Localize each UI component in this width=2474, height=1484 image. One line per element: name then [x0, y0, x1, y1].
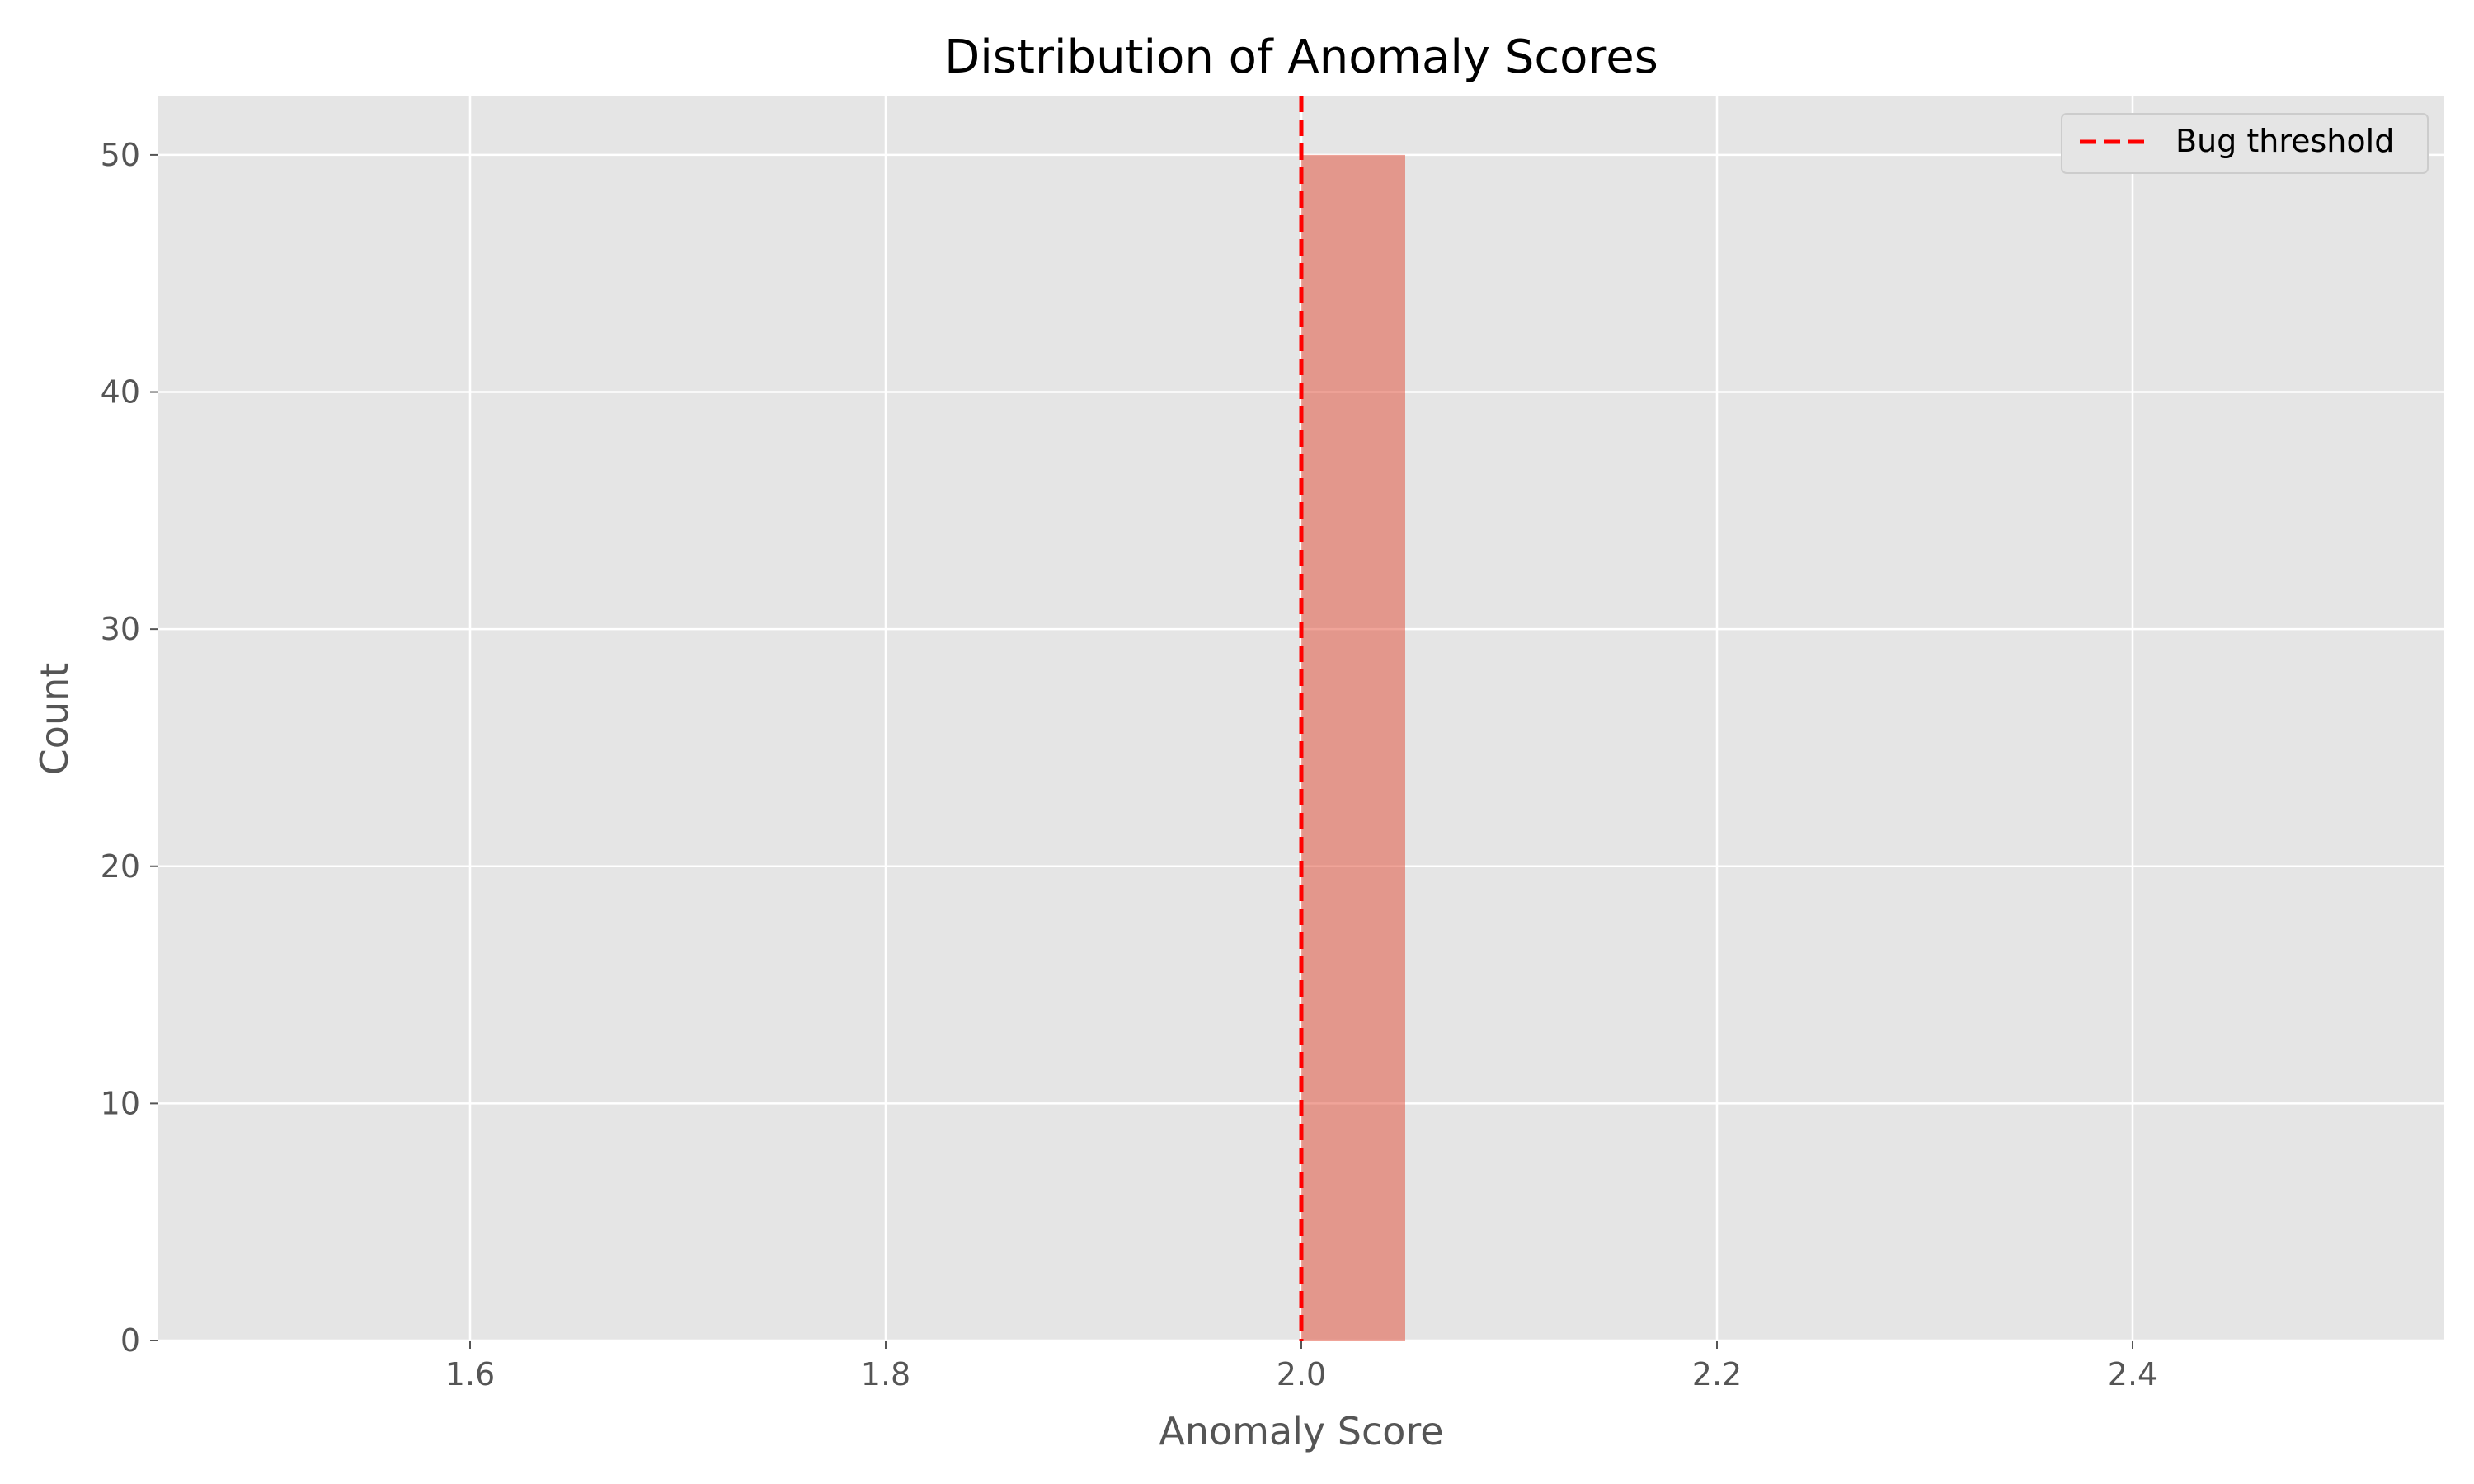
y-tick-label: 10 — [101, 1085, 140, 1121]
x-tick-label: 2.2 — [1692, 1356, 1742, 1392]
legend-box — [2061, 113, 2429, 174]
legend-threshold-label: Bug threshold — [2175, 123, 2394, 159]
x-tick-label: 2.4 — [2108, 1356, 2157, 1392]
axis-ticks: 1.6 1.8 2.0 2.2 2.4 0 10 20 30 40 50 — [101, 137, 2158, 1392]
histogram-bars — [1301, 154, 1405, 1341]
y-tick-label: 30 — [101, 611, 140, 647]
y-tick-label: 40 — [101, 374, 140, 411]
x-tick-label: 1.8 — [861, 1356, 910, 1392]
histogram-bar — [1301, 154, 1405, 1341]
y-axis-label: Count — [32, 663, 77, 776]
x-tick-label: 2.0 — [1277, 1356, 1326, 1392]
x-axis-label: Anomaly Score — [1159, 1409, 1443, 1453]
chart-title: Distribution of Anomaly Scores — [944, 31, 1658, 84]
y-tick-label: 50 — [101, 137, 140, 173]
x-tick-label: 1.6 — [445, 1356, 495, 1392]
y-tick-label: 20 — [101, 848, 140, 885]
legend: Bug threshold — [2061, 113, 2429, 174]
y-tick-label: 0 — [120, 1322, 140, 1359]
